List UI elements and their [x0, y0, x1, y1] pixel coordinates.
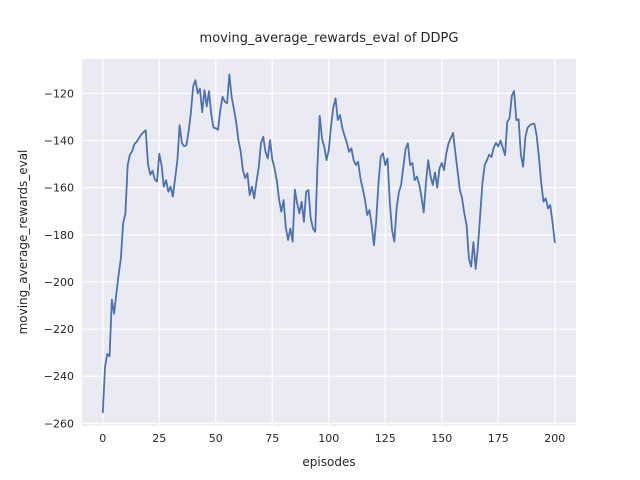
- x-tick-label: 50: [209, 432, 223, 445]
- y-axis-label: moving_average_rewards_eval: [16, 149, 30, 335]
- y-tick-label: −220: [44, 323, 74, 336]
- y-tick-label: −120: [44, 87, 74, 100]
- y-tick-label: −140: [44, 135, 74, 148]
- y-tick-label: −240: [44, 370, 74, 383]
- y-tick-label: −260: [44, 417, 74, 430]
- x-tick-label: 25: [152, 432, 166, 445]
- x-tick-label: 100: [318, 432, 339, 445]
- x-axis-label: episodes: [302, 455, 356, 469]
- x-tick-label: 150: [431, 432, 452, 445]
- x-tick-label: 175: [488, 432, 509, 445]
- y-tick-label: −180: [44, 229, 74, 242]
- x-tick-label: 200: [544, 432, 565, 445]
- chart-title: moving_average_rewards_eval of DDPG: [199, 31, 459, 46]
- y-tick-label: −160: [44, 182, 74, 195]
- data-line-moving_average_rewards_eval: [101, 73, 556, 414]
- y-tick-label: −200: [44, 276, 74, 289]
- x-tick-label: 75: [265, 432, 279, 445]
- x-tick-label: 0: [99, 432, 106, 445]
- x-tick-label: 125: [375, 432, 396, 445]
